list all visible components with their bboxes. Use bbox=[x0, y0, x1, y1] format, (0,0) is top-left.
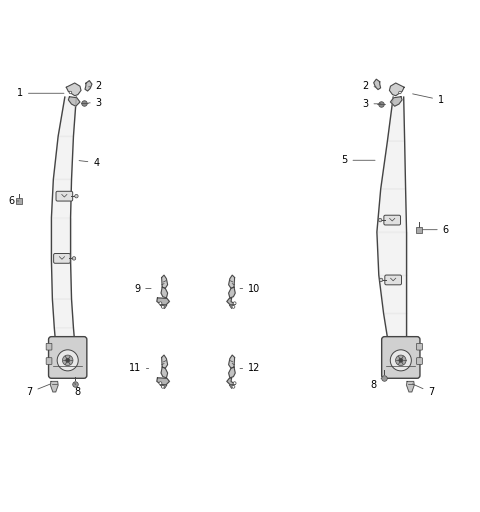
Text: 11: 11 bbox=[129, 364, 149, 373]
Polygon shape bbox=[53, 136, 73, 179]
FancyBboxPatch shape bbox=[417, 344, 422, 350]
Polygon shape bbox=[374, 79, 381, 90]
Polygon shape bbox=[157, 378, 169, 385]
Text: 2: 2 bbox=[362, 81, 376, 91]
Polygon shape bbox=[229, 305, 234, 309]
Circle shape bbox=[399, 358, 403, 362]
Polygon shape bbox=[51, 261, 72, 299]
Circle shape bbox=[66, 358, 70, 362]
Text: 4: 4 bbox=[79, 158, 99, 167]
Polygon shape bbox=[390, 97, 402, 106]
Polygon shape bbox=[227, 378, 235, 385]
Polygon shape bbox=[157, 298, 169, 305]
Circle shape bbox=[232, 306, 235, 308]
Text: 5: 5 bbox=[341, 155, 375, 165]
Polygon shape bbox=[228, 275, 235, 288]
FancyBboxPatch shape bbox=[46, 358, 52, 365]
Circle shape bbox=[232, 386, 235, 388]
FancyBboxPatch shape bbox=[385, 275, 401, 285]
Circle shape bbox=[233, 302, 236, 305]
Text: 8: 8 bbox=[74, 383, 80, 397]
Polygon shape bbox=[160, 305, 167, 309]
Text: 3: 3 bbox=[362, 99, 381, 109]
Circle shape bbox=[399, 91, 401, 94]
Circle shape bbox=[396, 355, 406, 366]
Text: 6: 6 bbox=[8, 196, 19, 206]
FancyBboxPatch shape bbox=[48, 337, 87, 378]
Polygon shape bbox=[51, 218, 71, 261]
Polygon shape bbox=[52, 299, 73, 328]
Polygon shape bbox=[407, 381, 414, 392]
Circle shape bbox=[75, 195, 78, 198]
Polygon shape bbox=[384, 313, 407, 337]
Polygon shape bbox=[66, 83, 81, 96]
Text: 7: 7 bbox=[412, 384, 434, 397]
FancyBboxPatch shape bbox=[46, 344, 52, 350]
Text: 7: 7 bbox=[26, 384, 51, 397]
Polygon shape bbox=[160, 385, 167, 389]
Text: 10: 10 bbox=[240, 284, 261, 293]
Polygon shape bbox=[162, 275, 168, 288]
Polygon shape bbox=[389, 83, 404, 96]
Text: 3: 3 bbox=[89, 98, 102, 108]
Polygon shape bbox=[379, 275, 407, 313]
Text: 8: 8 bbox=[370, 378, 382, 390]
Polygon shape bbox=[58, 97, 76, 136]
Polygon shape bbox=[51, 179, 72, 218]
Polygon shape bbox=[381, 141, 406, 189]
Text: 12: 12 bbox=[240, 364, 261, 373]
Polygon shape bbox=[387, 337, 407, 349]
Circle shape bbox=[159, 302, 162, 305]
Polygon shape bbox=[377, 189, 407, 232]
Circle shape bbox=[378, 219, 382, 222]
Polygon shape bbox=[228, 367, 235, 378]
Circle shape bbox=[72, 257, 76, 260]
Polygon shape bbox=[85, 80, 92, 91]
Polygon shape bbox=[161, 287, 168, 298]
FancyBboxPatch shape bbox=[384, 215, 400, 225]
Circle shape bbox=[57, 350, 78, 371]
Polygon shape bbox=[228, 355, 235, 368]
FancyBboxPatch shape bbox=[56, 191, 72, 201]
Circle shape bbox=[161, 386, 164, 388]
Polygon shape bbox=[54, 328, 75, 345]
Polygon shape bbox=[387, 97, 405, 141]
Circle shape bbox=[390, 350, 411, 371]
Polygon shape bbox=[162, 355, 168, 368]
Text: 1: 1 bbox=[413, 94, 444, 105]
Polygon shape bbox=[161, 367, 168, 378]
Polygon shape bbox=[228, 287, 235, 298]
Circle shape bbox=[159, 382, 162, 385]
Text: 6: 6 bbox=[422, 225, 449, 234]
Text: 9: 9 bbox=[134, 284, 151, 293]
FancyBboxPatch shape bbox=[54, 253, 70, 263]
Circle shape bbox=[233, 382, 236, 385]
FancyBboxPatch shape bbox=[417, 358, 422, 365]
Polygon shape bbox=[377, 232, 407, 275]
Polygon shape bbox=[229, 385, 234, 389]
FancyBboxPatch shape bbox=[382, 337, 420, 378]
Circle shape bbox=[379, 278, 383, 282]
Circle shape bbox=[62, 355, 73, 366]
Polygon shape bbox=[50, 381, 58, 392]
Text: 2: 2 bbox=[89, 81, 102, 91]
Circle shape bbox=[161, 306, 164, 308]
Polygon shape bbox=[68, 97, 80, 106]
Polygon shape bbox=[227, 298, 235, 305]
Circle shape bbox=[69, 91, 72, 94]
Text: 1: 1 bbox=[17, 88, 64, 98]
